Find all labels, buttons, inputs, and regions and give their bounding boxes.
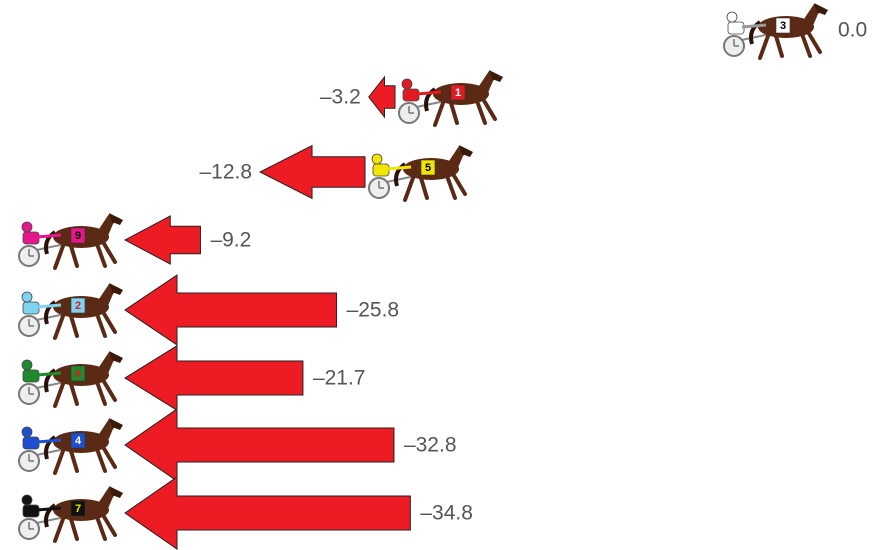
horse: 7	[19, 486, 123, 541]
value-label: –3.2	[320, 86, 361, 109]
arrow	[125, 409, 394, 481]
horse-leg	[71, 246, 77, 266]
value-label: –25.8	[347, 299, 400, 322]
value-label: –9.2	[210, 229, 251, 252]
driver-helmet	[22, 360, 32, 370]
horse-leg	[802, 34, 810, 56]
horse-leg	[97, 517, 105, 539]
arrow	[260, 146, 365, 199]
arrow	[125, 346, 303, 410]
horse-leg	[421, 178, 427, 198]
horse-leg	[103, 242, 115, 262]
driver-body	[23, 370, 39, 382]
driver-arm	[742, 25, 766, 27]
horse-leg	[477, 101, 485, 123]
horse-number: 3	[780, 20, 786, 32]
driver-helmet	[372, 154, 382, 164]
horse-leg	[760, 36, 768, 58]
driver-arm	[37, 440, 61, 442]
horse-number: 4	[75, 435, 82, 447]
horse: 6	[19, 351, 123, 406]
driver-helmet	[727, 12, 737, 22]
horse: 3	[724, 3, 828, 58]
horse-leg	[97, 314, 105, 336]
horse-leg	[103, 515, 115, 535]
horse-leg	[97, 382, 105, 404]
horse-leg	[103, 312, 115, 332]
driver-helmet	[22, 222, 32, 232]
horse-leg	[71, 384, 77, 404]
driver-helmet	[402, 79, 412, 89]
driver-body	[23, 505, 39, 517]
horse: 4	[19, 418, 123, 473]
horse-number: 5	[425, 162, 431, 174]
horse-leg	[483, 99, 495, 119]
driver-body	[403, 89, 419, 101]
horse-leg	[71, 519, 77, 539]
horse-leg	[776, 36, 782, 56]
value-label: –34.8	[420, 502, 473, 525]
horse-leg	[103, 380, 115, 400]
horse-number: 7	[75, 503, 81, 515]
horse: 2	[19, 283, 123, 338]
horse-leg	[405, 178, 413, 200]
chart: 3 0.0 1 –3.2 5 –12.8 9 –9.2 2 –25.8 6 –21.7 4 –32.8 7 –…	[0, 0, 890, 550]
driver-helmet	[22, 427, 32, 437]
horse: 1	[399, 70, 503, 125]
arrow	[125, 275, 337, 345]
arrow	[125, 216, 200, 264]
horse-leg	[55, 519, 63, 541]
horse-leg	[435, 103, 443, 125]
value-label: –21.7	[313, 367, 366, 390]
horse-leg	[808, 32, 820, 52]
driver-helmet	[22, 495, 32, 505]
arrow	[125, 477, 410, 549]
horse-leg	[97, 449, 105, 471]
horse-number: 2	[75, 300, 81, 312]
horse: 9	[19, 213, 123, 268]
horse-number: 9	[75, 230, 81, 242]
driver-helmet	[22, 292, 32, 302]
driver-arm	[37, 373, 61, 375]
horse: 5	[369, 145, 473, 200]
driver-body	[23, 302, 39, 314]
horse-number: 1	[455, 87, 461, 99]
value-label: –32.8	[404, 434, 457, 457]
horse-leg	[103, 447, 115, 467]
driver-arm	[37, 305, 61, 307]
driver-arm	[387, 167, 411, 169]
horse-leg	[55, 451, 63, 473]
driver-arm	[417, 92, 441, 94]
driver-body	[23, 232, 39, 244]
horse-leg	[447, 176, 455, 198]
horse-leg	[55, 316, 63, 338]
horse-leg	[55, 246, 63, 268]
arrow	[369, 77, 395, 117]
horse-leg	[451, 103, 457, 123]
value-label: 0.0	[838, 19, 867, 42]
horse-leg	[55, 384, 63, 406]
driver-arm	[37, 235, 61, 237]
horse-leg	[453, 174, 465, 194]
driver-body	[373, 164, 389, 176]
driver-arm	[37, 508, 61, 510]
value-label: –12.8	[199, 161, 252, 184]
horse-number: 6	[75, 368, 81, 380]
horse-leg	[71, 316, 77, 336]
driver-body	[23, 437, 39, 449]
horse-leg	[97, 244, 105, 266]
horse-leg	[71, 451, 77, 471]
driver-body	[728, 22, 744, 34]
